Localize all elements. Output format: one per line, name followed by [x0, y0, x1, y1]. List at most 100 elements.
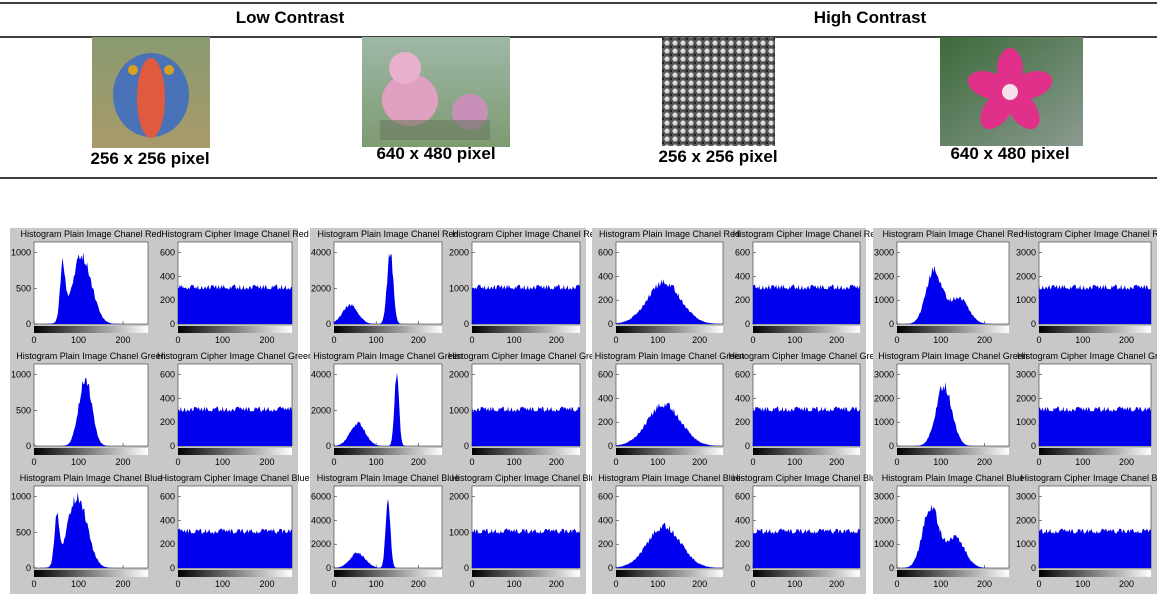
image-caption: 640 x 480 pixel — [950, 144, 1069, 163]
y-tick-label: 0 — [1031, 441, 1036, 451]
x-tick-label: 200 — [260, 579, 275, 589]
gray-bar — [753, 448, 860, 455]
x-tick-label: 0 — [331, 457, 336, 467]
x-tick-label: 200 — [260, 335, 275, 345]
x-tick-label: 200 — [116, 457, 131, 467]
y-tick-label: 0 — [326, 441, 331, 451]
histogram-shape — [1039, 529, 1151, 568]
y-tick-label: 1000 — [874, 417, 894, 427]
histogram-shape — [472, 285, 580, 324]
y-tick-label: 0 — [1031, 319, 1036, 329]
x-tick-label: 0 — [894, 457, 899, 467]
y-tick-label: 200 — [598, 417, 613, 427]
gray-bar — [1039, 326, 1151, 333]
x-tick-label: 0 — [469, 579, 474, 589]
x-tick-label: 100 — [215, 457, 230, 467]
gray-bar — [897, 570, 1009, 577]
y-tick-label: 2000 — [449, 248, 469, 258]
plot-title: Histogram Plain Image Chanel Red — [599, 229, 740, 239]
y-tick-label: 3000 — [1016, 248, 1036, 258]
x-tick-label: 100 — [787, 335, 802, 345]
x-tick-label: 0 — [613, 457, 618, 467]
histogram-plot: Histogram Plain Image Chanel Green020040… — [595, 351, 745, 467]
y-tick-label: 3000 — [874, 248, 894, 258]
x-tick-label: 200 — [829, 457, 844, 467]
y-tick-label: 400 — [735, 515, 750, 525]
y-tick-label: 2000 — [874, 271, 894, 281]
x-tick-label: 200 — [116, 335, 131, 345]
y-tick-label: 2000 — [449, 492, 469, 502]
y-tick-label: 200 — [598, 295, 613, 305]
x-tick-label: 200 — [977, 457, 992, 467]
gray-bar — [34, 448, 148, 455]
image-caption: 256 x 256 pixel — [658, 147, 777, 166]
plot-title: Histogram Cipher Image Chanel Blue — [732, 473, 881, 483]
gray-bar — [334, 448, 442, 455]
y-tick-label: 500 — [16, 283, 31, 293]
plot-title: Histogram Plain Image Chanel Red — [882, 229, 1023, 239]
plot-title: Histogram Cipher Image Chanel Blue — [451, 473, 600, 483]
gray-bar — [472, 326, 580, 333]
y-tick-label: 400 — [598, 271, 613, 281]
gray-bar — [178, 448, 292, 455]
histogram-panels: Histogram Plain Image Chanel Red05001000… — [10, 228, 1157, 594]
x-tick-label: 100 — [650, 457, 665, 467]
x-tick-label: 0 — [331, 579, 336, 589]
plot-title: Histogram Plain Image Chanel Green — [878, 351, 1028, 361]
plot-title: Histogram Plain Image Chanel Blue — [882, 473, 1025, 483]
y-tick-label: 3000 — [1016, 492, 1036, 502]
x-tick-label: 100 — [1075, 335, 1090, 345]
x-tick-label: 0 — [1036, 335, 1041, 345]
x-tick-label: 200 — [411, 457, 426, 467]
figure: Low Contrast High Contrast 256 x 256 pix… — [0, 0, 1157, 594]
y-tick-label: 4000 — [311, 248, 331, 258]
gray-bar — [616, 326, 723, 333]
y-tick-label: 0 — [464, 563, 469, 573]
y-tick-label: 400 — [160, 393, 175, 403]
y-tick-label: 1000 — [449, 527, 469, 537]
y-tick-label: 400 — [160, 271, 175, 281]
x-tick-label: 0 — [175, 335, 180, 345]
x-tick-label: 0 — [31, 457, 36, 467]
x-tick-label: 200 — [1119, 457, 1134, 467]
y-tick-label: 0 — [326, 563, 331, 573]
y-tick-label: 0 — [608, 563, 613, 573]
x-tick-label: 0 — [469, 457, 474, 467]
gray-bar — [34, 326, 148, 333]
gray-bar — [334, 570, 442, 577]
histogram-shape — [178, 407, 292, 446]
plot-title: Histogram Cipher Image Chanel Green — [728, 351, 884, 361]
y-tick-label: 400 — [735, 271, 750, 281]
y-tick-label: 0 — [26, 319, 31, 329]
x-tick-label: 0 — [750, 457, 755, 467]
y-tick-label: 0 — [170, 563, 175, 573]
y-tick-label: 600 — [735, 492, 750, 502]
y-tick-label: 4000 — [311, 370, 331, 380]
y-tick-label: 1000 — [1016, 417, 1036, 427]
x-tick-label: 100 — [369, 579, 384, 589]
histogram-shape — [178, 529, 292, 568]
x-tick-label: 200 — [411, 335, 426, 345]
image-crowd — [662, 37, 775, 146]
y-tick-label: 400 — [598, 393, 613, 403]
y-tick-label: 3000 — [874, 492, 894, 502]
x-tick-label: 200 — [692, 335, 707, 345]
y-tick-label: 200 — [160, 417, 175, 427]
y-tick-label: 2000 — [1016, 515, 1036, 525]
image-caption: 256 x 256 pixel — [90, 149, 209, 168]
panel: Histogram Plain Image Chanel Red05001000… — [10, 228, 313, 594]
y-tick-label: 2000 — [311, 283, 331, 293]
x-tick-label: 0 — [613, 335, 618, 345]
plot-title: Histogram Cipher Image Chanel Red — [161, 229, 309, 239]
x-tick-label: 0 — [331, 335, 336, 345]
x-tick-label: 200 — [977, 579, 992, 589]
y-tick-label: 2000 — [1016, 393, 1036, 403]
y-tick-label: 0 — [889, 563, 894, 573]
x-tick-label: 200 — [411, 579, 426, 589]
y-tick-label: 0 — [1031, 563, 1036, 573]
x-tick-label: 0 — [175, 579, 180, 589]
plot-title: Histogram Cipher Image Chanel Red — [1021, 229, 1157, 239]
x-tick-label: 100 — [215, 335, 230, 345]
x-tick-label: 0 — [894, 579, 899, 589]
plot-title: Histogram Plain Image Chanel Blue — [598, 473, 741, 483]
